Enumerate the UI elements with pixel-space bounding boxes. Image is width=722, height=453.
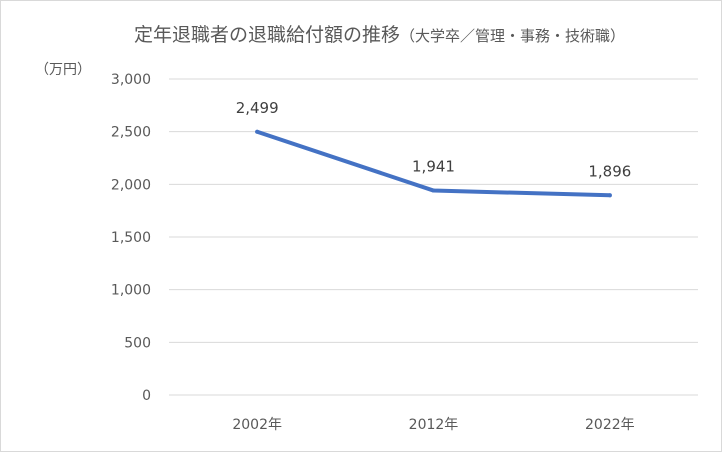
y-tick-label: 2,500 bbox=[111, 125, 151, 141]
gridlines bbox=[169, 78, 698, 396]
chart-title-note: （大学卒／管理・事務・技術職） bbox=[400, 27, 625, 45]
data-labels: 2,499 1,941 1,896 bbox=[236, 99, 632, 181]
y-tick-label: 3,000 bbox=[111, 72, 151, 88]
y-tick-label: 1,000 bbox=[111, 283, 151, 299]
chart-title-main: 定年退職者の退職給付額の推移 bbox=[134, 24, 400, 46]
data-label: 1,941 bbox=[412, 158, 455, 176]
y-axis-tick-labels: 0 500 1,000 1,500 2,000 2,500 3,000 bbox=[111, 72, 151, 404]
y-tick-label: 500 bbox=[124, 335, 151, 351]
y-tick-label: 2,000 bbox=[111, 177, 151, 193]
x-tick-label: 2022年 bbox=[585, 417, 635, 433]
x-axis-tick-labels: 2002年 2012年 2022年 bbox=[232, 417, 634, 433]
data-label: 2,499 bbox=[236, 99, 279, 117]
y-tick-label: 1,500 bbox=[111, 230, 151, 246]
y-tick-label: 0 bbox=[142, 388, 151, 404]
y-axis-unit-label: （万円） bbox=[35, 62, 91, 78]
chart-title: 定年退職者の退職給付額の推移（大学卒／管理・事務・技術職） bbox=[134, 24, 625, 46]
x-tick-label: 2012年 bbox=[409, 417, 459, 433]
data-point bbox=[431, 188, 436, 193]
x-tick-label: 2002年 bbox=[232, 417, 282, 433]
data-point bbox=[607, 193, 612, 198]
data-label: 1,896 bbox=[588, 162, 631, 180]
data-point bbox=[255, 129, 260, 134]
series-line bbox=[255, 129, 612, 198]
